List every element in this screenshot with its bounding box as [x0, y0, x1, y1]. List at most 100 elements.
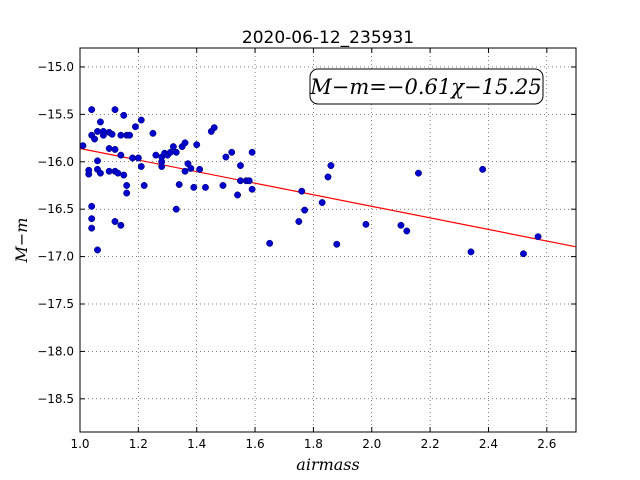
y-tick-label: −15.5 [37, 107, 74, 121]
data-point [137, 116, 145, 124]
data-point [123, 182, 131, 189]
data-point [403, 227, 411, 235]
data-point [131, 123, 139, 131]
data-point [105, 145, 113, 152]
data-point [397, 221, 405, 229]
data-point [134, 154, 142, 162]
data-point [210, 124, 218, 132]
data-point [105, 167, 113, 175]
data-point [479, 165, 487, 173]
data-point [123, 189, 131, 197]
data-point [120, 171, 128, 179]
data-point [245, 177, 253, 185]
data-point [114, 169, 122, 177]
data-point [193, 141, 201, 149]
data-point [301, 206, 309, 214]
data-point [222, 153, 230, 161]
x-tick-label: 2.0 [362, 437, 381, 451]
data-point [137, 163, 145, 170]
data-point [88, 106, 96, 114]
data-point [298, 187, 306, 195]
data-points [79, 106, 542, 258]
equation-annotation: M−m=−0.61χ−15.25 [309, 68, 544, 105]
data-point [169, 143, 177, 151]
data-point [295, 218, 303, 225]
data-point [327, 162, 335, 170]
data-point [94, 157, 101, 165]
data-point [181, 139, 189, 147]
data-point [117, 221, 125, 229]
data-point [117, 131, 125, 139]
x-tick-label: 1.2 [129, 437, 148, 451]
data-point [196, 165, 204, 173]
data-point [149, 129, 157, 137]
data-point [175, 181, 183, 188]
plot-frame [79, 47, 577, 433]
data-point [172, 205, 180, 213]
data-point [362, 220, 370, 228]
data-point [248, 185, 256, 193]
data-point [534, 233, 542, 241]
axis-ticks: 1.0 1.2 1.4 1.6 1.8 2.0 2.2 2.4 2.6 −15.0 −15.5 −16… [37, 48, 576, 451]
data-point [172, 148, 180, 156]
x-tick-label: 1.8 [304, 437, 323, 451]
fit-line [79, 147, 577, 248]
data-point [467, 248, 475, 256]
data-point [152, 151, 160, 159]
equation-box [309, 68, 544, 105]
data-point [99, 127, 107, 135]
x-tick-label: 2.6 [537, 437, 556, 451]
chart-title: 2020-06-12_235931 [242, 28, 414, 48]
x-tick-label: 2.4 [479, 437, 498, 451]
grid [79, 48, 576, 432]
x-axis-label: airmass [296, 455, 359, 474]
y-tick-label: −18.0 [37, 344, 74, 358]
x-tick-label: 2.2 [421, 437, 440, 451]
data-point [166, 148, 174, 156]
data-point [140, 182, 148, 189]
data-point [117, 151, 125, 159]
data-point [126, 131, 134, 139]
y-tick-label: −15.0 [37, 60, 74, 74]
data-point [237, 177, 244, 185]
x-tick-label: 1.6 [246, 437, 265, 451]
data-point [324, 173, 332, 181]
data-point [120, 111, 128, 119]
y-tick-label: −16.5 [37, 202, 74, 216]
data-point [234, 191, 242, 199]
data-point [520, 250, 527, 258]
data-point [91, 135, 99, 143]
equation-text: M−m=−0.61χ−15.25 [309, 75, 541, 99]
data-point [333, 240, 341, 248]
data-point [266, 239, 274, 247]
data-point [88, 215, 96, 223]
data-point [88, 224, 96, 232]
data-point [318, 199, 326, 206]
data-point [94, 246, 101, 254]
data-point [202, 183, 209, 191]
data-point [111, 146, 119, 153]
x-tick-label: 1.4 [187, 437, 206, 451]
data-point [85, 166, 93, 174]
data-point [219, 182, 227, 189]
data-point [187, 164, 195, 172]
data-point [228, 148, 236, 156]
data-point [111, 106, 119, 114]
data-point [414, 169, 422, 177]
data-point [248, 148, 256, 156]
data-point [96, 118, 104, 126]
data-point [237, 162, 244, 170]
y-axis-label: M−m [12, 218, 31, 264]
data-point [94, 127, 101, 135]
y-tick-label: −17.0 [37, 250, 74, 264]
data-point [111, 218, 119, 225]
y-tick-label: −16.0 [37, 155, 74, 169]
y-tick-label: −17.5 [37, 297, 74, 311]
x-tick-label: 1.0 [70, 437, 89, 451]
data-point [181, 167, 189, 175]
data-point [88, 202, 96, 210]
data-point [108, 130, 116, 138]
data-point [129, 154, 136, 162]
data-point [190, 183, 198, 191]
